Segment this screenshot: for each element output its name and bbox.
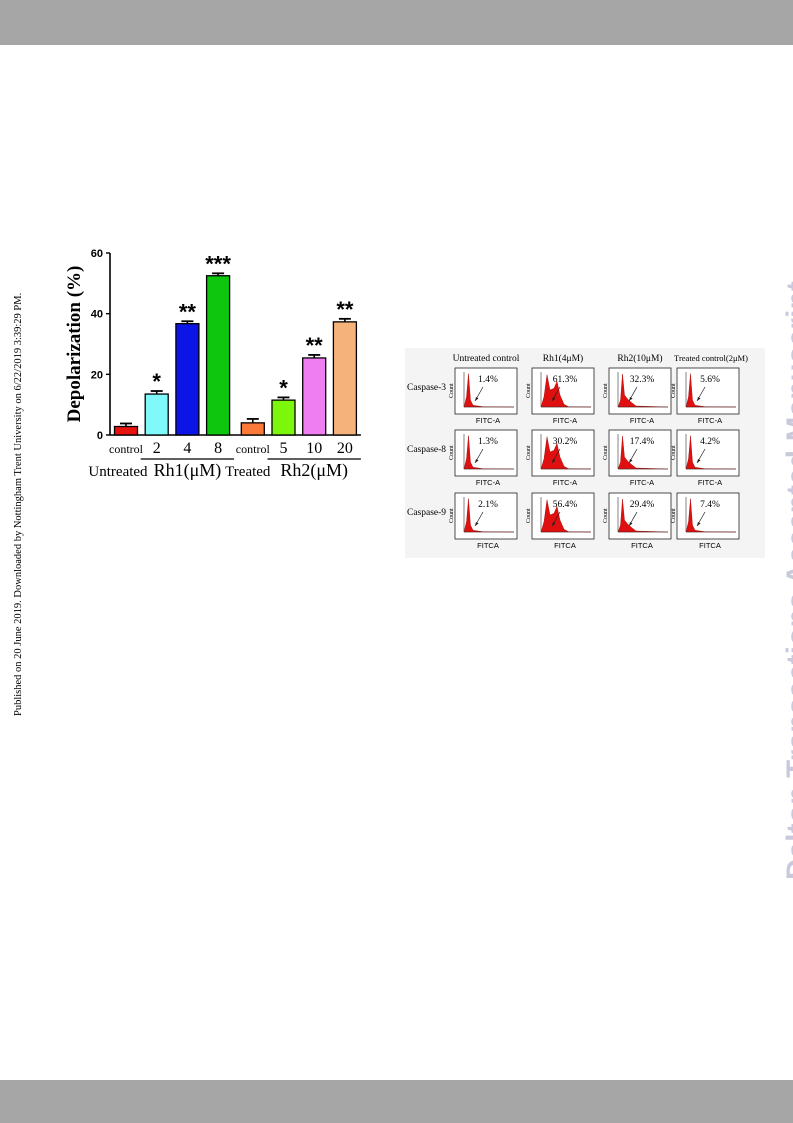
top-band bbox=[0, 0, 793, 45]
percentage-label: 5.6% bbox=[700, 375, 720, 385]
bar bbox=[175, 323, 200, 436]
percentage-label: 61.3% bbox=[553, 375, 578, 385]
group-label: Rh1(μM) bbox=[154, 460, 222, 481]
y-tick-label: 20 bbox=[91, 369, 103, 381]
hist-y-label: Count bbox=[603, 383, 609, 398]
gate-arrowhead bbox=[475, 397, 479, 401]
hist-x-label: FITC-A bbox=[630, 416, 654, 425]
publication-note: Published on 20 June 2019. Downloaded by… bbox=[13, 292, 24, 716]
bar bbox=[271, 399, 296, 436]
gate-arrowhead bbox=[629, 397, 633, 401]
y-axis-label: Depolarization (%) bbox=[64, 266, 85, 423]
gate-arrowhead bbox=[552, 459, 556, 463]
histogram-frame bbox=[454, 429, 518, 477]
column-header: Untreated control bbox=[453, 354, 520, 364]
percentage-label: 17.4% bbox=[630, 437, 655, 447]
gate-arrowhead bbox=[697, 522, 701, 526]
hist-x-label: FITC-A bbox=[630, 478, 654, 487]
histogram-fill bbox=[617, 373, 669, 408]
hist-y-label: Count bbox=[449, 445, 455, 460]
y-tick-label: 60 bbox=[91, 248, 103, 260]
x-tick-label: control bbox=[109, 442, 144, 456]
hist-y-label: Count bbox=[526, 445, 532, 460]
column-header: Rh2(10μM) bbox=[617, 353, 662, 364]
hist-x-label: FITC-A bbox=[476, 478, 500, 487]
percentage-label: 30.2% bbox=[553, 437, 578, 447]
histogram-fill bbox=[617, 435, 669, 470]
percentage-label: 1.4% bbox=[478, 375, 498, 385]
significance-marker: * bbox=[279, 375, 288, 400]
group-label: Treated bbox=[225, 464, 271, 480]
bar bbox=[302, 357, 327, 436]
hist-x-label: FITCA bbox=[699, 541, 721, 550]
bottom-band bbox=[0, 1080, 793, 1123]
percentage-label: 29.4% bbox=[630, 500, 655, 510]
percentage-label: 2.1% bbox=[478, 500, 498, 510]
percentage-label: 56.4% bbox=[553, 500, 578, 510]
gate-arrowhead bbox=[697, 459, 701, 463]
x-tick-label: control bbox=[236, 442, 271, 456]
percentage-label: 7.4% bbox=[700, 500, 720, 510]
x-tick-label: 20 bbox=[337, 440, 353, 457]
hist-y-label: Count bbox=[449, 383, 455, 398]
hist-x-label: FITC-A bbox=[698, 478, 722, 487]
hist-y-label: Count bbox=[526, 383, 532, 398]
bar bbox=[144, 393, 169, 436]
hist-x-label: FITCA bbox=[631, 541, 653, 550]
hist-y-label: Count bbox=[671, 508, 677, 523]
hist-x-label: FITCA bbox=[477, 541, 499, 550]
gate-arrowhead bbox=[629, 459, 633, 463]
gate-arrowhead bbox=[697, 397, 701, 401]
bar bbox=[332, 321, 358, 436]
gate-arrowhead bbox=[629, 522, 633, 526]
hist-y-label: Count bbox=[449, 508, 455, 523]
journal-watermark: Dalton Transactions Accepted Manuscript bbox=[781, 280, 793, 880]
percentage-label: 32.3% bbox=[630, 375, 655, 385]
x-tick-label: 2 bbox=[153, 440, 161, 457]
bar bbox=[113, 425, 139, 436]
gate-arrowhead bbox=[475, 459, 479, 463]
hist-x-label: FITC-A bbox=[553, 416, 577, 425]
hist-y-label: Count bbox=[671, 445, 677, 460]
row-label: Caspase-9 bbox=[407, 508, 446, 518]
gate-arrowhead bbox=[552, 522, 556, 526]
bar-chart-bars bbox=[113, 272, 358, 436]
x-tick-label: 10 bbox=[306, 440, 322, 457]
column-header: Treated control(2μM) bbox=[674, 353, 748, 363]
hist-y-label: Count bbox=[671, 383, 677, 398]
significance-marker: ** bbox=[306, 333, 324, 358]
significance-marker: * bbox=[152, 369, 161, 394]
row-label: Caspase-3 bbox=[407, 383, 446, 393]
bar bbox=[240, 422, 265, 436]
group-label: Rh2(μM) bbox=[280, 460, 348, 481]
percentage-label: 1.3% bbox=[478, 437, 498, 447]
group-label: Untreated bbox=[88, 464, 148, 480]
significance-marker: ** bbox=[179, 299, 197, 324]
hist-x-label: FITC-A bbox=[553, 478, 577, 487]
significance-marker: *** bbox=[205, 251, 231, 276]
histogram-fill bbox=[617, 498, 669, 533]
hist-x-label: FITC-A bbox=[476, 416, 500, 425]
x-tick-label: 4 bbox=[183, 440, 191, 457]
hist-x-label: FITCA bbox=[554, 541, 576, 550]
y-tick-label: 0 bbox=[97, 430, 103, 442]
y-tick-label: 40 bbox=[91, 309, 103, 321]
hist-y-label: Count bbox=[603, 508, 609, 523]
x-tick-label: 5 bbox=[280, 440, 288, 457]
hist-y-label: Count bbox=[526, 508, 532, 523]
column-header: Rh1(4μM) bbox=[543, 353, 583, 364]
hist-y-label: Count bbox=[603, 445, 609, 460]
percentage-label: 4.2% bbox=[700, 437, 720, 447]
bar bbox=[205, 275, 231, 436]
hist-x-label: FITC-A bbox=[698, 416, 722, 425]
row-label: Caspase-8 bbox=[407, 445, 446, 455]
facs-grid: Untreated control Rh1(4μM) Rh2(10μM) Treate… bbox=[407, 353, 748, 550]
gate-arrowhead bbox=[552, 397, 556, 401]
caspase-flow-cytometry-panel: Untreated control Rh1(4μM) Rh2(10μM) Treate… bbox=[405, 348, 765, 558]
significance-marker: ** bbox=[336, 297, 354, 322]
gate-arrowhead bbox=[475, 522, 479, 526]
x-tick-label: 8 bbox=[214, 440, 222, 457]
